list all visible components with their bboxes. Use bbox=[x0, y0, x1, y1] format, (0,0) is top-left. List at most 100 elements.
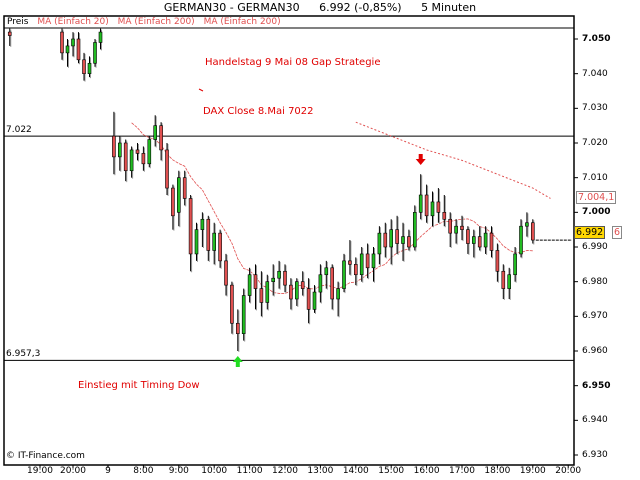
ma20-value-box: 6 bbox=[612, 226, 623, 239]
candle-body bbox=[300, 281, 305, 289]
candle-body bbox=[236, 322, 240, 334]
candle-body bbox=[82, 59, 86, 74]
candle-body bbox=[389, 229, 394, 248]
candle-body bbox=[289, 284, 293, 300]
x-tick-label: 9:00 bbox=[168, 466, 189, 476]
candle-body bbox=[489, 232, 494, 251]
candle-body bbox=[87, 62, 92, 74]
plot-frame bbox=[3, 15, 575, 466]
candle-body bbox=[501, 270, 506, 289]
annotation-entry: Einstieg mit Timing Dow bbox=[78, 380, 200, 391]
candle-body bbox=[353, 264, 358, 276]
x-tick-label: 20:00 bbox=[60, 466, 86, 476]
y-tick-label: 7.050 bbox=[582, 34, 611, 44]
candle-body bbox=[318, 274, 323, 293]
y-tick-label: 6.930 bbox=[582, 450, 608, 460]
y-tick-label: 6.990 bbox=[582, 242, 608, 252]
candle-body bbox=[359, 253, 364, 276]
candle-body bbox=[7, 31, 12, 36]
copyright: © IT-Finance.com bbox=[6, 451, 85, 461]
y-tick-label: 7.000 bbox=[582, 207, 611, 218]
y-tick-label: 7.040 bbox=[582, 68, 608, 79]
candle-body bbox=[76, 38, 81, 61]
candle-body bbox=[65, 45, 70, 54]
candle-body bbox=[365, 253, 370, 269]
candle-body bbox=[377, 232, 382, 255]
candle-body bbox=[247, 274, 252, 296]
candle-body bbox=[123, 142, 128, 172]
candle-body bbox=[200, 218, 205, 230]
ma20-line bbox=[131, 122, 533, 294]
candle-body bbox=[471, 236, 476, 244]
interval: 5 Minuten bbox=[421, 1, 477, 14]
candle-body bbox=[253, 274, 258, 289]
x-tick-label: 12:00 bbox=[272, 466, 298, 476]
candle-body bbox=[306, 288, 311, 310]
current-price-box: 6.992 bbox=[574, 226, 606, 239]
candle-body bbox=[312, 291, 317, 310]
candle-body bbox=[241, 295, 246, 334]
last-price: 6.992 (-0,85%) bbox=[319, 1, 402, 14]
candle-body bbox=[418, 194, 423, 213]
candle-body bbox=[147, 139, 152, 165]
candle-body bbox=[177, 177, 181, 213]
hline-label-low: 6.957,3 bbox=[6, 349, 41, 359]
legend-ma200-b[interactable]: MA (Einfach 200) bbox=[203, 17, 281, 27]
x-tick-label: 19:00 bbox=[519, 466, 546, 476]
candle-body bbox=[224, 260, 228, 286]
candle-body bbox=[118, 142, 122, 158]
candle-body bbox=[141, 153, 146, 165]
candle-body bbox=[159, 125, 163, 151]
hline-label-close: 7.022 bbox=[6, 125, 32, 135]
candle-body bbox=[171, 187, 175, 217]
candle-body bbox=[98, 31, 103, 43]
candle-body bbox=[530, 222, 535, 241]
candle-body bbox=[336, 288, 340, 300]
ma200-value-box: 7.004,1 bbox=[576, 191, 617, 204]
x-tick-label: 18:00 bbox=[484, 466, 511, 476]
legend-ma200[interactable]: MA (Einfach 200) bbox=[117, 17, 195, 27]
candle-body bbox=[129, 149, 134, 172]
candle-body bbox=[466, 229, 470, 244]
candle-body bbox=[513, 253, 517, 276]
candle-body bbox=[206, 218, 211, 251]
candle-body bbox=[519, 225, 523, 255]
annotation-gap-strategy: Handelstag 9 Mai 08 Gap Strategie bbox=[205, 57, 381, 68]
candle-body bbox=[135, 149, 140, 154]
candle-body bbox=[194, 229, 199, 255]
candle-body bbox=[401, 236, 405, 244]
candle-body bbox=[230, 284, 234, 324]
candle-body bbox=[165, 149, 169, 189]
x-tick-label: 8:00 bbox=[133, 466, 154, 476]
x-tick-label: 14:00 bbox=[342, 466, 369, 476]
chart-title: GERMAN30 - GERMAN30 6.992 (-0,85%) 5 Min… bbox=[0, 1, 640, 14]
arrow-up-icon bbox=[232, 356, 243, 367]
x-tick-label: 13:00 bbox=[307, 466, 334, 476]
candle-body bbox=[348, 260, 352, 265]
y-tick-label: 6.980 bbox=[582, 276, 608, 287]
candle-body bbox=[495, 250, 500, 272]
candle-body bbox=[182, 177, 187, 199]
candle-body bbox=[271, 277, 276, 282]
y-tick-label: 7.010 bbox=[582, 172, 608, 183]
x-tick-label: 15:00 bbox=[378, 466, 405, 476]
candle-body bbox=[259, 288, 264, 303]
candle-body bbox=[60, 31, 64, 54]
x-tick-label: 17:00 bbox=[449, 466, 475, 476]
x-tick-label: 10:00 bbox=[201, 466, 228, 476]
candle-body bbox=[218, 232, 222, 262]
candle-body bbox=[436, 201, 441, 213]
legend-ma20[interactable]: MA (Einfach 20) bbox=[37, 17, 109, 27]
legend-price: Preis bbox=[7, 17, 29, 27]
candle-body bbox=[507, 274, 512, 289]
annotation-dax-close: DAX Close 8.Mai 7022 bbox=[203, 106, 314, 117]
candle-body bbox=[483, 232, 488, 248]
candle-body bbox=[525, 222, 529, 227]
y-tick-label: 6.950 bbox=[582, 380, 611, 391]
candle-body bbox=[407, 236, 411, 248]
legend: Preis MA (Einfach 20) MA (Einfach 200) M… bbox=[7, 17, 287, 27]
y-tick-label: 6.940 bbox=[582, 415, 608, 426]
candle-body bbox=[442, 212, 447, 220]
candle-body bbox=[112, 135, 116, 158]
